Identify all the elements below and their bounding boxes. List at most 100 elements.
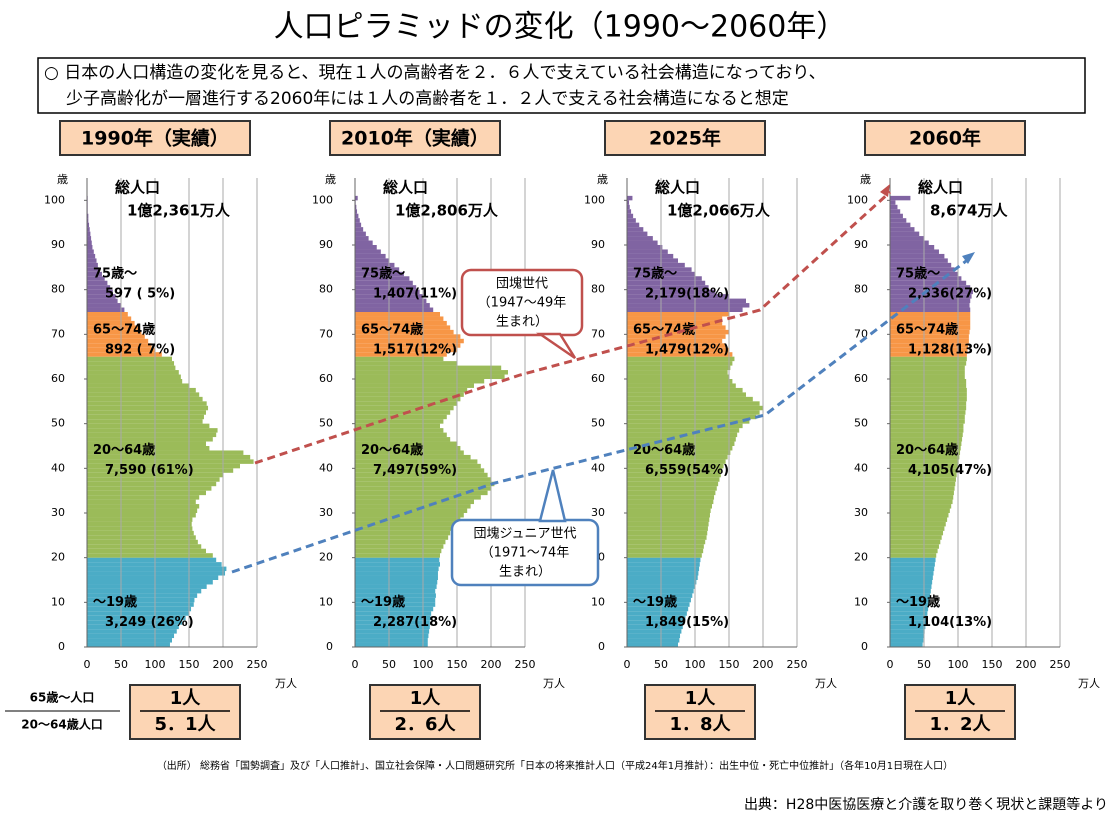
- group-name: 75歳〜: [633, 266, 677, 282]
- age-bar: [627, 352, 733, 357]
- callout-box: [460, 268, 584, 337]
- ratio-top: 1人: [170, 688, 202, 709]
- age-bar: [627, 253, 674, 259]
- age-bar: [87, 606, 192, 612]
- age-bar: [87, 213, 89, 219]
- age-bar: [87, 557, 217, 563]
- x-unit: 万人: [815, 677, 837, 690]
- age-bar: [355, 258, 389, 263]
- age-bar: [87, 571, 226, 576]
- age-bar: [627, 472, 721, 478]
- page-title: 人口ピラミッドの変化（1990〜2060年）: [274, 10, 847, 45]
- age-bar: [627, 566, 700, 572]
- age-bar: [355, 606, 434, 612]
- age-bar: [627, 571, 699, 576]
- age-bar: [355, 602, 436, 607]
- ratio-top: 1人: [410, 688, 442, 709]
- y-tick-label: 100: [312, 193, 333, 206]
- total-label: 8,674万人: [930, 202, 1008, 220]
- age-bar: [890, 472, 957, 478]
- age-bar: [87, 338, 149, 344]
- age-bar: [87, 615, 186, 621]
- age-bar: [627, 195, 633, 201]
- age-bar: [87, 580, 213, 585]
- age-bar: [890, 320, 971, 326]
- age-bar: [87, 566, 227, 572]
- age-bar: [355, 240, 373, 245]
- age-bar: [355, 535, 449, 540]
- age-bar: [627, 320, 723, 326]
- callout-text: （1971〜74年: [481, 546, 570, 561]
- age-bar: [890, 504, 952, 509]
- age-bar: [627, 204, 630, 210]
- age-bar: [355, 289, 420, 295]
- age-bar: [87, 513, 196, 518]
- group-label: 1,517(12%): [373, 342, 457, 357]
- age-bar: [87, 624, 179, 630]
- age-bar: [627, 530, 708, 536]
- y-tick-label: 50: [51, 417, 65, 430]
- age-bar: [355, 588, 436, 594]
- age-bar: [627, 602, 690, 607]
- y-axis-label: 歳: [325, 173, 336, 186]
- age-bar: [355, 276, 410, 281]
- age-bar: [355, 521, 457, 527]
- age-bar: [355, 325, 451, 330]
- age-bar: [627, 638, 680, 643]
- age-bar: [627, 410, 760, 415]
- intro-line: 少子高齢化が一層進行する2060年には１人の高齢者を１．２人で支える社会構造にな…: [66, 89, 789, 109]
- age-bar: [355, 370, 508, 375]
- age-bar: [890, 303, 970, 308]
- age-bar: [87, 320, 135, 326]
- age-bar: [890, 428, 964, 433]
- total-label: 1億2,361万人: [127, 202, 231, 220]
- age-bar: [355, 347, 457, 353]
- age-bar: [87, 316, 132, 321]
- age-bar: [87, 423, 210, 429]
- age-bar: [87, 432, 217, 438]
- age-bar: [890, 620, 927, 625]
- age-bar: [355, 298, 427, 304]
- callout-tail: [538, 469, 567, 523]
- age-bar: [890, 517, 948, 522]
- age-bar: [890, 432, 963, 438]
- age-bar: [627, 325, 726, 330]
- age-bar: [355, 620, 430, 625]
- group-name: 20〜64歳: [93, 442, 155, 458]
- age-bar: [627, 539, 706, 545]
- group-label: 7,497(59%): [373, 463, 457, 478]
- age-bar: [890, 218, 907, 223]
- age-bar: [890, 276, 962, 281]
- age-bar: [355, 280, 413, 286]
- age-bar: [890, 553, 937, 558]
- age-bar: [355, 365, 502, 371]
- panel-header-box: [59, 120, 251, 156]
- age-bar: [627, 441, 735, 446]
- y-tick-label: 40: [854, 461, 868, 474]
- ratio-bottom: 1．8人: [669, 714, 731, 735]
- ratio-box: [129, 684, 241, 740]
- ratio-box: [369, 684, 481, 740]
- age-bar: [355, 249, 381, 254]
- age-bar: [890, 624, 926, 630]
- age-bar: [87, 240, 92, 245]
- age-bar: [355, 437, 451, 442]
- callout-box: [450, 518, 600, 587]
- age-bar: [890, 325, 971, 330]
- age-bar: [627, 428, 740, 433]
- y-tick-label: 10: [51, 595, 65, 608]
- y-tick-label: 60: [854, 372, 868, 385]
- age-bar: [87, 517, 193, 522]
- age-bar: [890, 441, 962, 446]
- age-bar: [87, 499, 196, 505]
- age-bar: [890, 227, 915, 232]
- ratio-bottom: 2．6人: [394, 714, 456, 735]
- group-label: 1,407(11%): [373, 287, 457, 302]
- age-bar: [627, 236, 653, 241]
- age-bar: [890, 557, 936, 563]
- age-bar: [627, 307, 743, 312]
- age-bar: [87, 253, 96, 259]
- age-bar: [890, 334, 969, 339]
- age-bar: [355, 571, 438, 576]
